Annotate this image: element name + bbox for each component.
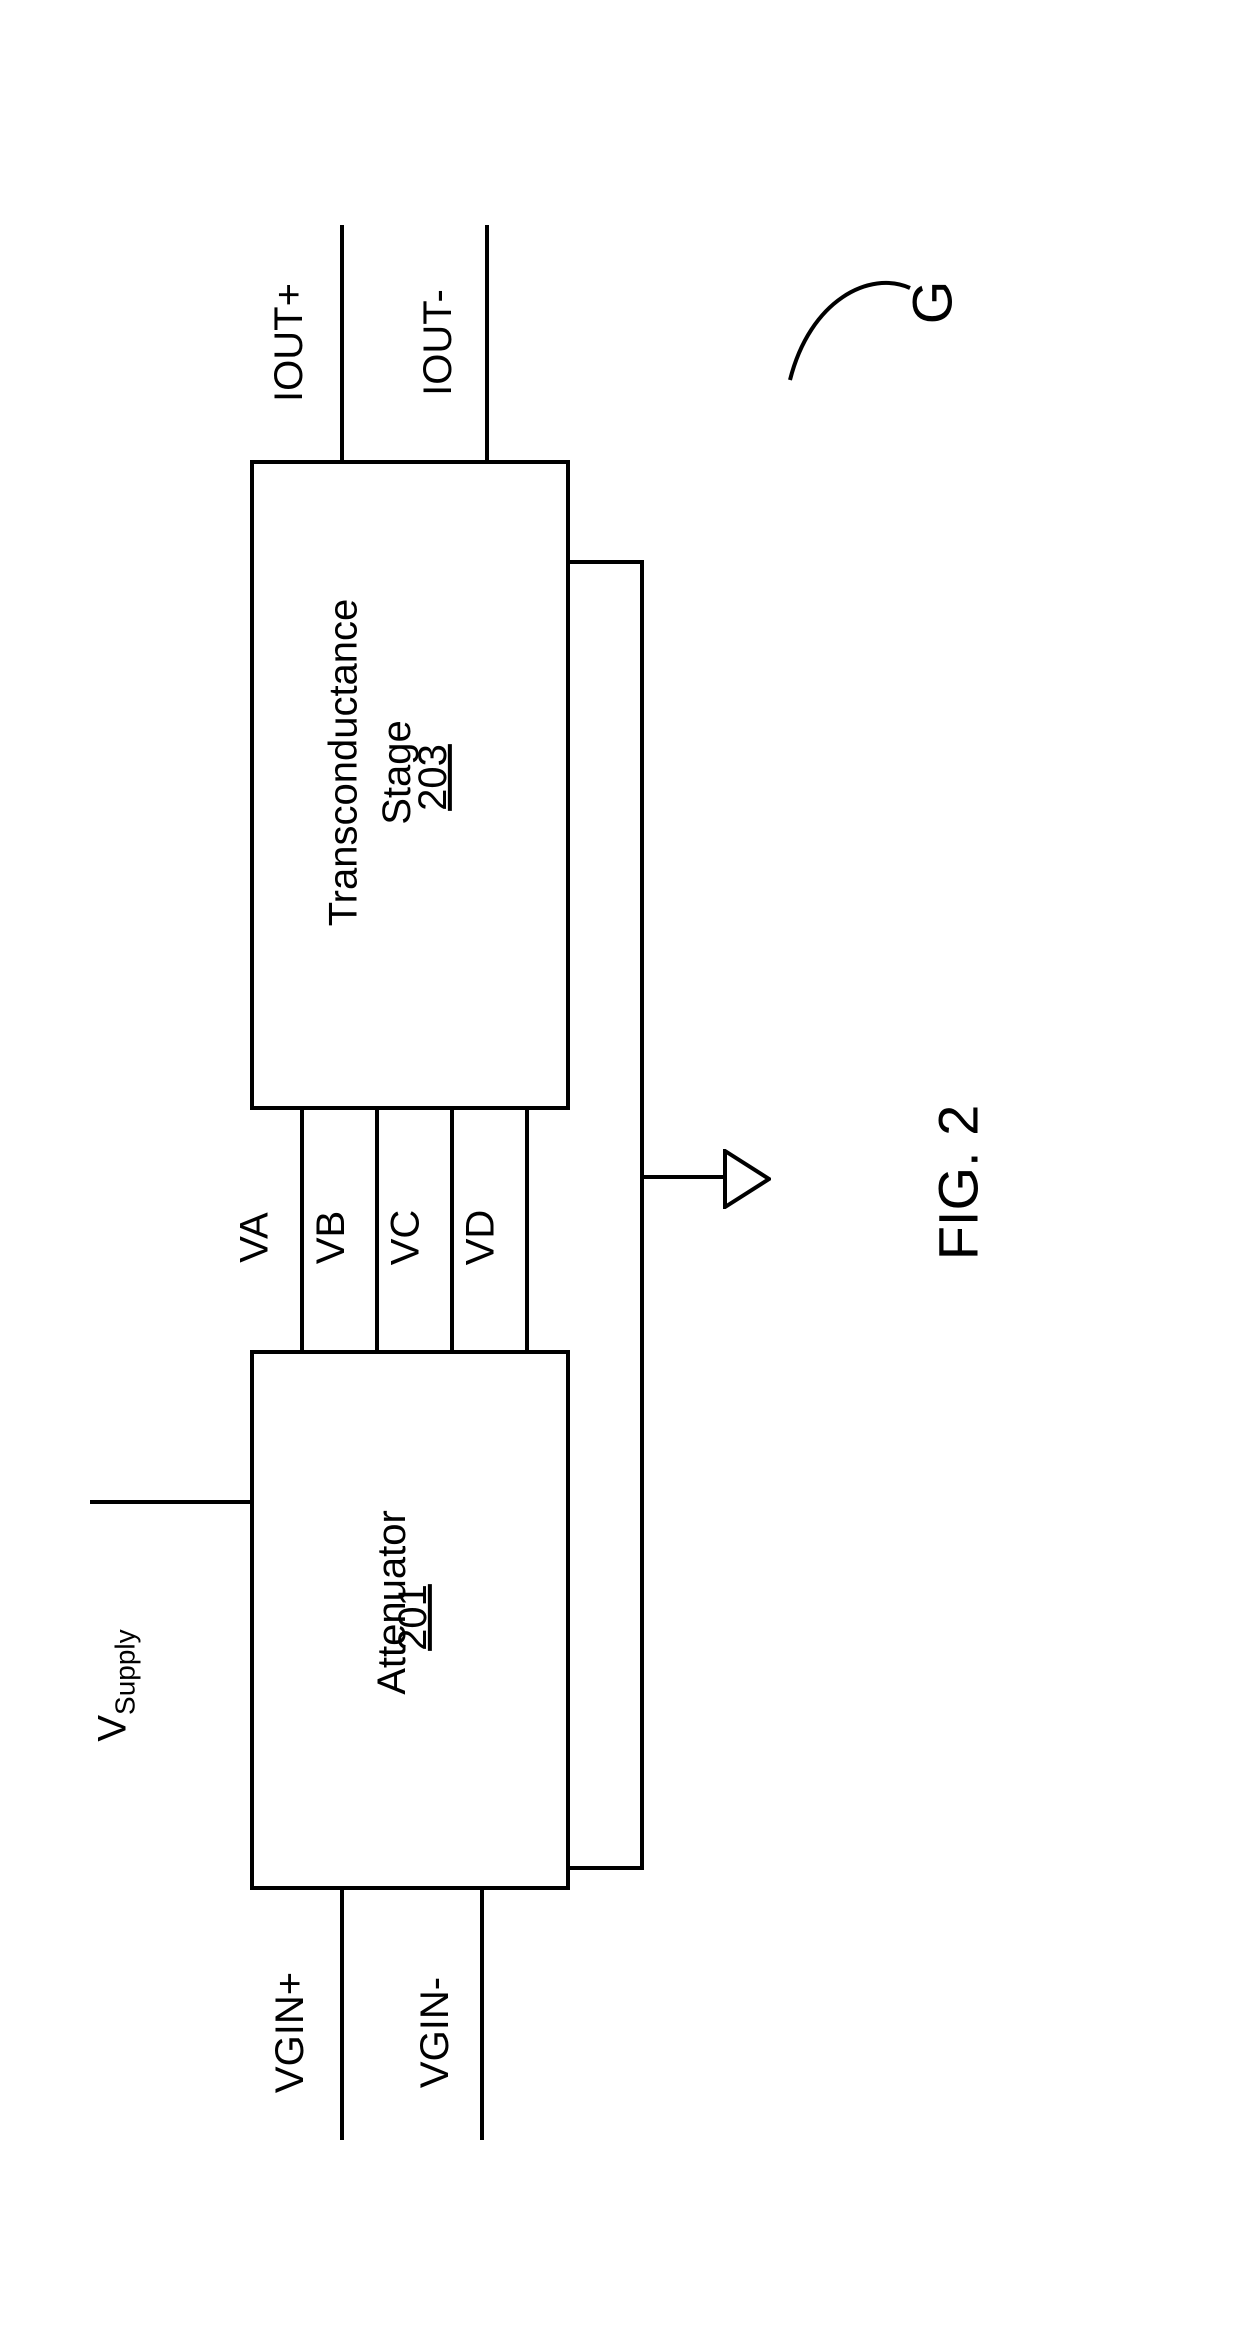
transconductance-ref-text: 203 [411, 744, 455, 811]
ground-rail [640, 560, 644, 1870]
vsupply-main: V [91, 1715, 135, 1742]
vgin-minus-label: VGIN- [413, 1977, 458, 2088]
transconductance-title1-text: Transconductance [321, 599, 365, 927]
vgin-minus-wire [480, 1890, 484, 2140]
iout-plus-wire [340, 225, 344, 460]
va-label: VA [233, 1212, 278, 1262]
ref-label-arrow [780, 270, 920, 390]
iout-plus-label: IOUT+ [267, 283, 312, 402]
vsupply-label: VSupply [91, 1629, 142, 1741]
vd-wire [525, 1110, 529, 1350]
vsupply-sub: Supply [110, 1629, 141, 1715]
transconductance-ground-stub [570, 560, 644, 564]
attenuator-ground-stub [570, 1866, 644, 1870]
diagram-canvas: G Attenuator 201 Transconductance Stage … [0, 0, 1258, 2347]
attenuator-ref-text: 201 [391, 1584, 435, 1651]
transconductance-title-line1: Transconductance [321, 599, 366, 927]
figure-caption: FIG. 2 [925, 1105, 990, 1261]
vb-label: VB [309, 1211, 354, 1264]
vgin-plus-wire [340, 1890, 344, 2140]
iout-minus-wire [485, 225, 489, 460]
ground-drop [640, 1175, 725, 1179]
vc-label: VC [383, 1210, 428, 1266]
ground-icon [723, 1149, 771, 1209]
vc-wire [450, 1110, 454, 1350]
vd-label: VD [458, 1210, 503, 1266]
attenuator-ref: 201 [391, 1584, 436, 1651]
vb-wire [375, 1110, 379, 1350]
iout-minus-label: IOUT- [416, 289, 461, 396]
va-wire [300, 1110, 304, 1350]
vsupply-wire [90, 1500, 250, 1504]
transconductance-ref: 203 [411, 744, 456, 811]
vgin-plus-label: VGIN+ [268, 1972, 313, 2093]
